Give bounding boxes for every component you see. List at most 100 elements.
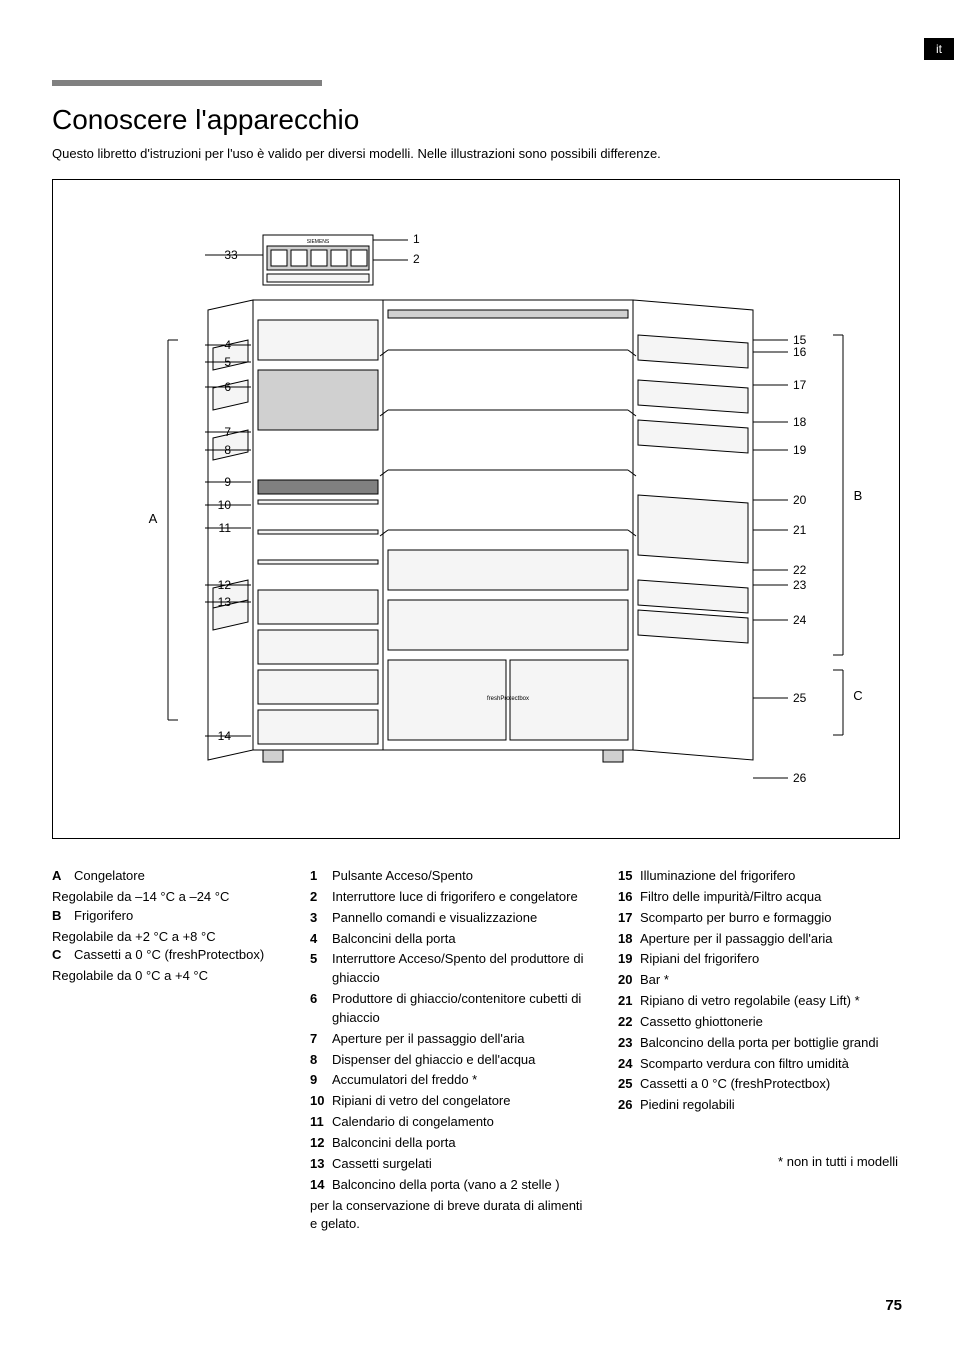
legend-section-A: A Congelatore xyxy=(52,867,282,886)
legend-item: 19Ripiani del frigorifero xyxy=(618,950,898,969)
legend-number: 17 xyxy=(618,909,640,928)
legend-number: 8 xyxy=(310,1051,332,1070)
section-rule xyxy=(52,80,322,86)
svg-text:11: 11 xyxy=(219,521,232,535)
legend-label: B xyxy=(52,907,74,926)
legend: A Congelatore Regolabile da –14 °C a –24… xyxy=(52,867,902,1234)
legend-number: 15 xyxy=(618,867,640,886)
legend-item: 4Balconcini della porta xyxy=(310,930,590,949)
legend-text: Aperture per il passaggio dell'aria xyxy=(640,930,898,949)
legend-text: Ripiani del frigorifero xyxy=(640,950,898,969)
legend-number: 10 xyxy=(310,1092,332,1111)
svg-text:8: 8 xyxy=(224,443,231,457)
legend-item: 23Balconcino della porta per bottiglie g… xyxy=(618,1034,898,1053)
svg-text:13: 13 xyxy=(218,595,232,609)
legend-number: 16 xyxy=(618,888,640,907)
legend-text: Accumulatori del freddo * xyxy=(332,1071,590,1090)
svg-text:23: 23 xyxy=(793,578,807,592)
legend-item: 26Piedini regolabili xyxy=(618,1096,898,1115)
legend-number: 4 xyxy=(310,930,332,949)
legend-label: C xyxy=(52,946,74,965)
intro-text: Questo libretto d'istruzioni per l'uso è… xyxy=(52,146,902,161)
legend-item: 18Aperture per il passaggio dell'aria xyxy=(618,930,898,949)
legend-text: Scomparto verdura con filtro umidità xyxy=(640,1055,898,1074)
svg-text:24: 24 xyxy=(793,613,807,627)
legend-number: 7 xyxy=(310,1030,332,1049)
legend-text: Cassetti a 0 °C (freshProtectbox) xyxy=(74,946,282,965)
legend-text: Congelatore xyxy=(74,867,282,886)
legend-sub: per la conservazione di breve durata di … xyxy=(310,1197,590,1235)
legend-text: Pulsante Acceso/Spento xyxy=(332,867,590,886)
legend-text: Interruttore Acceso/Spento del produttor… xyxy=(332,950,590,988)
legend-item: 6Produttore di ghiaccio/contenitore cube… xyxy=(310,990,590,1028)
svg-text:12: 12 xyxy=(218,578,232,592)
legend-text: Balconcino della porta per bottiglie gra… xyxy=(640,1034,898,1053)
legend-item: 5Interruttore Acceso/Spento del produtto… xyxy=(310,950,590,988)
legend-number: 12 xyxy=(310,1134,332,1153)
svg-text:18: 18 xyxy=(793,415,807,429)
legend-column-items-1: 1Pulsante Acceso/Spento2Interruttore luc… xyxy=(310,867,590,1234)
svg-text:1: 1 xyxy=(413,232,420,246)
legend-item: 8Dispenser del ghiaccio e dell'acqua xyxy=(310,1051,590,1070)
legend-text: Calendario di congelamento xyxy=(332,1113,590,1132)
language-tab: it xyxy=(924,38,954,60)
svg-text:10: 10 xyxy=(218,498,232,512)
legend-sub: Regolabile da +2 °C a +8 °C xyxy=(52,928,282,947)
legend-number: 2 xyxy=(310,888,332,907)
svg-text:26: 26 xyxy=(793,771,807,785)
legend-number: 18 xyxy=(618,930,640,949)
svg-text:16: 16 xyxy=(793,345,807,359)
legend-text: Frigorifero xyxy=(74,907,282,926)
svg-text:A: A xyxy=(149,511,158,526)
legend-number: 11 xyxy=(310,1113,332,1132)
legend-item: 14Balconcino della porta (vano a 2 stell… xyxy=(310,1176,590,1195)
legend-item: 1Pulsante Acceso/Spento xyxy=(310,867,590,886)
legend-item: 25Cassetti a 0 °C (freshProtectbox) xyxy=(618,1075,898,1094)
svg-text:SIEMENS: SIEMENS xyxy=(307,239,330,245)
legend-item: 11Calendario di congelamento xyxy=(310,1113,590,1132)
legend-item: 21Ripiano di vetro regolabile (easy Lift… xyxy=(618,992,898,1011)
legend-text: Pannello comandi e visualizzazione xyxy=(332,909,590,928)
svg-text:2: 2 xyxy=(413,252,420,266)
legend-item: 3Pannello comandi e visualizzazione xyxy=(310,909,590,928)
legend-item: 9Accumulatori del freddo * xyxy=(310,1071,590,1090)
diagram-svg: SIEMENS123freshProtectbox345678910111213… xyxy=(53,180,901,840)
legend-item: 15Illuminazione del frigorifero xyxy=(618,867,898,886)
svg-text:19: 19 xyxy=(793,443,807,457)
legend-number: 22 xyxy=(618,1013,640,1032)
legend-text: Balconcini della porta xyxy=(332,1134,590,1153)
footnote: * non in tutti i modelli xyxy=(618,1153,898,1172)
legend-section-C: C Cassetti a 0 °C (freshProtectbox) xyxy=(52,946,282,965)
legend-number: 23 xyxy=(618,1034,640,1053)
svg-text:25: 25 xyxy=(793,691,807,705)
svg-text:7: 7 xyxy=(224,425,231,439)
legend-number: 9 xyxy=(310,1071,332,1090)
legend-text: Cassetti a 0 °C (freshProtectbox) xyxy=(640,1075,898,1094)
legend-text: Scomparto per burro e formaggio xyxy=(640,909,898,928)
legend-text: Cassetti surgelati xyxy=(332,1155,590,1174)
legend-number: 20 xyxy=(618,971,640,990)
legend-number: 21 xyxy=(618,992,640,1011)
legend-text: Ripiano di vetro regolabile (easy Lift) … xyxy=(640,992,898,1011)
legend-item: 16Filtro delle impurità/Filtro acqua xyxy=(618,888,898,907)
legend-column-sections: A Congelatore Regolabile da –14 °C a –24… xyxy=(52,867,282,1234)
legend-text: Filtro delle impurità/Filtro acqua xyxy=(640,888,898,907)
legend-text: Piedini regolabili xyxy=(640,1096,898,1115)
legend-text: Aperture per il passaggio dell'aria xyxy=(332,1030,590,1049)
svg-text:22: 22 xyxy=(793,563,807,577)
legend-number: 14 xyxy=(310,1176,332,1195)
legend-number: 6 xyxy=(310,990,332,1028)
svg-text:20: 20 xyxy=(793,493,807,507)
legend-sub: Regolabile da 0 °C a +4 °C xyxy=(52,967,282,986)
legend-number: 26 xyxy=(618,1096,640,1115)
legend-item: 17Scomparto per burro e formaggio xyxy=(618,909,898,928)
legend-text: Balconcini della porta xyxy=(332,930,590,949)
legend-item: 10Ripiani di vetro del congelatore xyxy=(310,1092,590,1111)
legend-text: Produttore di ghiaccio/contenitore cubet… xyxy=(332,990,590,1028)
legend-item: 20Bar * xyxy=(618,971,898,990)
legend-sub: Regolabile da –14 °C a –24 °C xyxy=(52,888,282,907)
legend-section-B: B Frigorifero xyxy=(52,907,282,926)
legend-column-items-2: 15Illuminazione del frigorifero 16Filtro … xyxy=(618,867,898,1234)
legend-number: 24 xyxy=(618,1055,640,1074)
svg-text:17: 17 xyxy=(793,378,807,392)
